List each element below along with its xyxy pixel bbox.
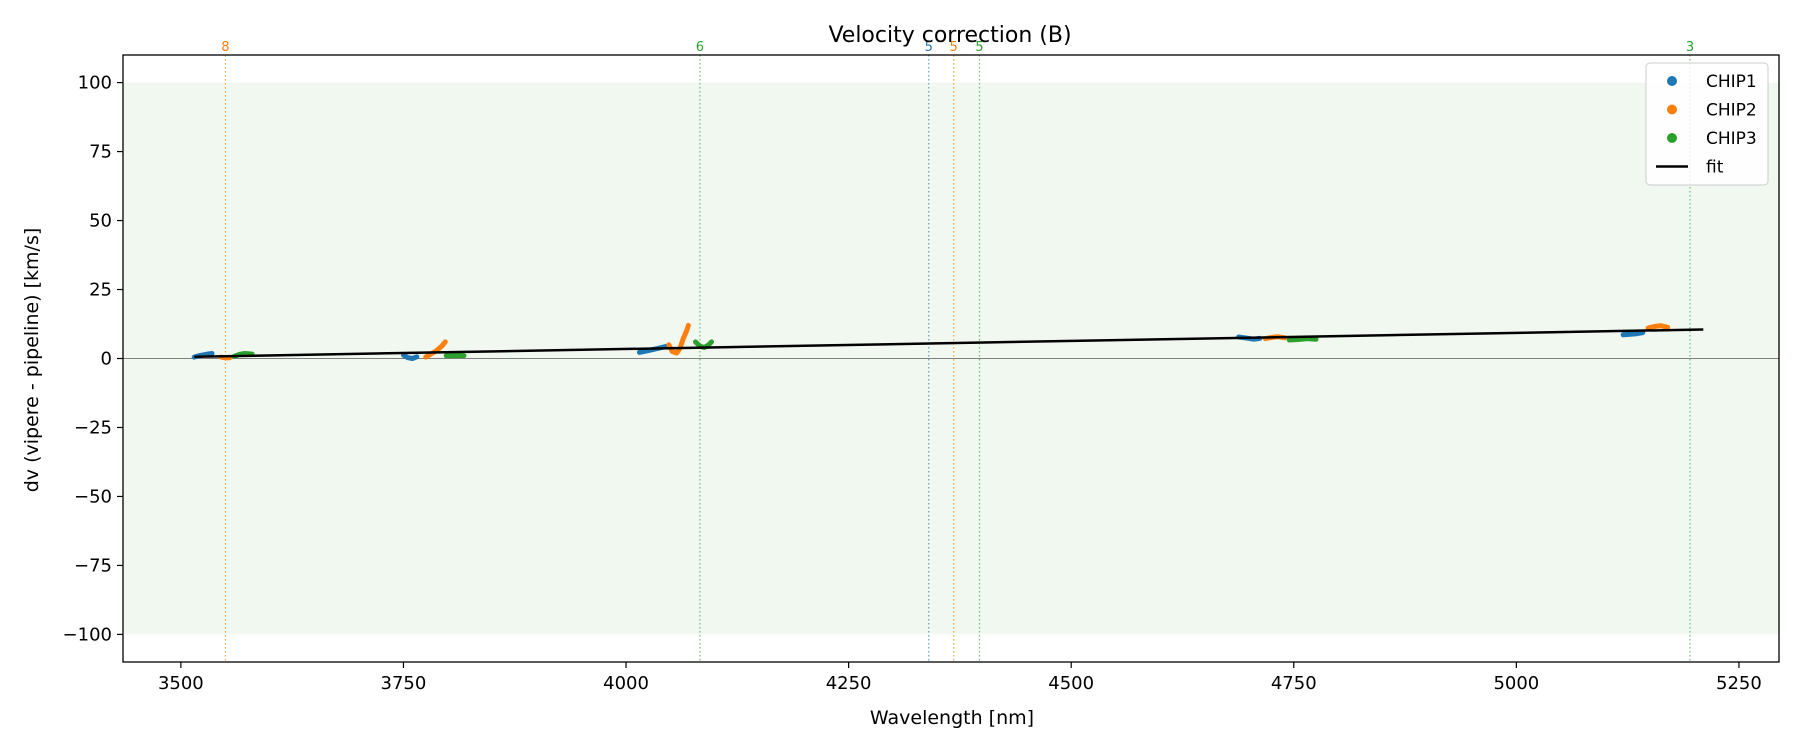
- legend: CHIP1 CHIP2 CHIP3 fit: [1645, 62, 1769, 186]
- series-chip2-segment-1: [423, 339, 448, 360]
- legend-label-chip1: CHIP1: [1706, 72, 1757, 92]
- vline-label-5: 3: [1686, 40, 1694, 55]
- x-tick-label-0: 3500: [158, 673, 204, 694]
- legend-label-fit: fit: [1706, 158, 1724, 178]
- x-axis-label: Wavelength [nm]: [870, 707, 1034, 729]
- y-tick-label-1: 75: [89, 142, 112, 163]
- x-tick-label-4: 4500: [1048, 673, 1094, 694]
- vline-label-4: 5: [975, 40, 983, 55]
- vline-label-1: 6: [696, 40, 704, 55]
- fit-layer: [194, 328, 1704, 359]
- x-tick-label-6: 5000: [1493, 673, 1539, 694]
- series-chip1-segment-1: [401, 352, 420, 361]
- x-tick-label-7: 5250: [1716, 673, 1762, 694]
- x-tick-label-1: 3750: [381, 673, 427, 694]
- legend-label-chip3: CHIP3: [1706, 129, 1757, 149]
- y-tick-label-4: 0: [101, 349, 112, 370]
- legend-label-chip2: CHIP2: [1706, 101, 1757, 121]
- y-tick-label-8: −100: [63, 624, 112, 645]
- legend-marker-chip1: [1667, 76, 1677, 86]
- y-tick-label-0: 100: [78, 73, 112, 94]
- axes-layer: 3500 3750 4000 4250 4500 4750 5000 5250 100 75 50 2…: [63, 54, 1780, 694]
- vline-label-2: 5: [925, 40, 933, 55]
- legend-box: [1645, 62, 1769, 186]
- y-tick-label-2: 50: [89, 211, 112, 232]
- series-chip1-segment-4: [1620, 330, 1646, 338]
- y-tick-label-7: −75: [74, 555, 112, 576]
- legend-marker-chip2: [1667, 104, 1677, 115]
- y-tick-label-5: −25: [74, 417, 112, 438]
- series-chip3-segment-3: [1286, 336, 1319, 343]
- vline-label-0: 8: [221, 40, 229, 55]
- chart-title: Velocity correction (B): [828, 23, 1071, 48]
- y-tick-label-3: 25: [89, 280, 112, 301]
- x-tick-label-2: 4000: [603, 673, 649, 694]
- x-tick-label-3: 4250: [826, 673, 872, 694]
- series-chip2-segment-4: [1645, 323, 1671, 331]
- vline-label-3: 5: [950, 40, 958, 55]
- fit-line: [194, 328, 1704, 359]
- y-axis-label: dv (vipere - pipeline) [km/s]: [21, 228, 43, 493]
- y-tick-label-6: −50: [74, 486, 112, 507]
- legend-marker-chip3: [1667, 133, 1677, 143]
- x-tick-label-5: 4750: [1271, 673, 1317, 694]
